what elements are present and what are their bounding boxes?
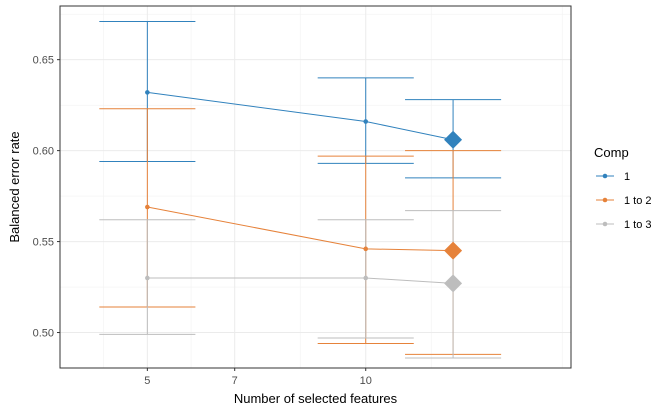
point-diamond-s0-2 (444, 130, 463, 149)
legend-title: Comp (594, 145, 629, 160)
legend-label-0: 1 (624, 171, 630, 183)
point-s0-0 (145, 90, 150, 95)
y-axis: 0.50 0.55 0.60 0.65 (33, 55, 60, 340)
point-diamond-s1-2 (444, 241, 463, 260)
x-axis-title: Number of selected features (234, 391, 398, 406)
y-tick-label-1: 0.55 (33, 237, 54, 249)
plot-panel (60, 6, 571, 368)
x-tick-label-2: 10 (360, 375, 372, 387)
point-s2-0 (145, 275, 150, 281)
legend-label-1: 1 to 2 (624, 195, 652, 207)
legend-label-2: 1 to 3 (624, 219, 652, 231)
plot-panel-border (59, 5, 572, 369)
y-axis-title: Balanced error rate (7, 131, 22, 242)
series-points (145, 90, 463, 293)
x-tick-label-1: 7 (232, 375, 238, 387)
y-tick-label-2: 0.60 (33, 146, 54, 158)
point-s0-1 (363, 119, 369, 124)
x-axis: 5 7 10 (144, 368, 372, 387)
error-bars (99, 20, 502, 359)
grid-minor (60, 6, 571, 368)
y-tick-label-3: 0.65 (33, 55, 54, 67)
legend-key-point-1 (602, 197, 608, 203)
x-tick-label-0: 5 (144, 375, 150, 387)
legend-key-point-2 (602, 221, 608, 227)
legend: Comp 1 1 to 2 1 to 3 (594, 145, 652, 231)
point-s1-1 (363, 246, 369, 252)
point-s1-0 (145, 204, 150, 210)
point-diamond-s2-2 (444, 274, 463, 293)
point-s2-1 (363, 275, 369, 281)
y-tick-label-0: 0.50 (33, 328, 54, 340)
legend-key-point-0 (602, 173, 608, 179)
